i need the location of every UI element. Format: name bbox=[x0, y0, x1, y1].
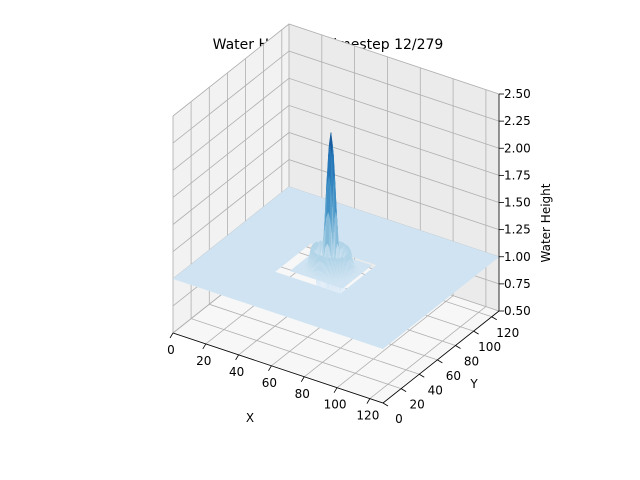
z-tick-label: 1.50 bbox=[504, 196, 531, 210]
grid-line-z bbox=[172, 23, 500, 117]
x-tick bbox=[169, 332, 174, 339]
z-tick-label: 0.50 bbox=[504, 304, 531, 318]
x-tick-label: 120 bbox=[356, 409, 379, 423]
grid-line-z bbox=[172, 159, 500, 252]
x-tick bbox=[366, 398, 371, 404]
surface-cell bbox=[340, 286, 345, 289]
x-tick bbox=[300, 376, 305, 382]
y-tick bbox=[419, 373, 425, 378]
y-tick bbox=[400, 388, 407, 392]
z-tick-label: 2.25 bbox=[504, 114, 531, 128]
y-tick bbox=[382, 402, 389, 407]
x-tick-label: 60 bbox=[262, 376, 277, 390]
water-surface bbox=[172, 132, 500, 350]
z-tick-label: 2.00 bbox=[504, 141, 531, 155]
y-tick-label: 20 bbox=[409, 398, 424, 412]
surface-cell bbox=[369, 338, 391, 350]
x-tick-label: 0 bbox=[167, 343, 175, 357]
z-tick-label: 2.50 bbox=[504, 87, 531, 101]
x-tick bbox=[268, 365, 272, 372]
grid-line-z bbox=[172, 132, 500, 225]
y-tick-label: 40 bbox=[428, 383, 443, 397]
x-tick bbox=[235, 354, 239, 361]
y-tick-label: 0 bbox=[395, 412, 403, 426]
y-tick-label: 120 bbox=[496, 326, 519, 340]
x-tick bbox=[202, 343, 207, 350]
x-axis-label: X bbox=[246, 411, 254, 425]
y-tick bbox=[437, 359, 443, 364]
x-tick-label: 100 bbox=[324, 398, 347, 412]
y-axis-line bbox=[382, 310, 500, 404]
y-tick bbox=[455, 345, 461, 349]
z-tick-label: 1.75 bbox=[504, 168, 531, 182]
y-tick-label: 100 bbox=[478, 340, 501, 354]
y-axis-label: Y bbox=[469, 377, 478, 391]
z-tick-label: 0.75 bbox=[504, 277, 531, 291]
z-tick-label: 1.00 bbox=[504, 250, 531, 264]
y-tick-label: 60 bbox=[446, 369, 461, 383]
grid-line-z bbox=[172, 77, 500, 171]
axis-lines bbox=[169, 93, 504, 407]
x-tick bbox=[333, 387, 338, 393]
z-tick-label: 1.25 bbox=[504, 223, 531, 237]
x-axis-line bbox=[172, 332, 384, 404]
y-tick-label: 80 bbox=[464, 355, 479, 369]
y-tick bbox=[491, 316, 497, 321]
x-tick-label: 20 bbox=[196, 354, 211, 368]
x-tick-label: 80 bbox=[295, 387, 310, 401]
grid-line-z bbox=[172, 50, 500, 144]
z-axis-label: Water Height bbox=[539, 183, 553, 262]
y-tick bbox=[473, 330, 479, 335]
grid-line-z bbox=[172, 104, 500, 198]
x-tick-label: 40 bbox=[229, 365, 244, 379]
